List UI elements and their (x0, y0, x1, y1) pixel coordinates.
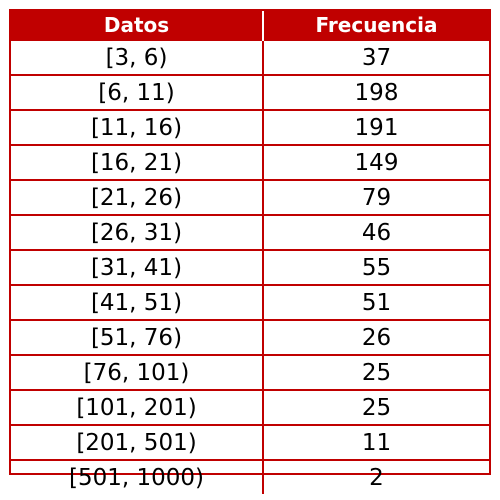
table-row: [501, 1000) 2 (11, 459, 489, 494)
cell-frecuencia: 79 (263, 179, 489, 215)
table-row: [21, 26) 79 (11, 179, 489, 215)
cell-datos: [501, 1000) (11, 459, 264, 494)
column-header-datos: Datos (11, 11, 264, 40)
cell-datos: [31, 41) (11, 249, 264, 285)
cell-frecuencia: 55 (263, 249, 489, 285)
cell-frecuencia: 198 (263, 74, 489, 110)
cell-datos: [6, 11) (11, 74, 264, 110)
table-row: [51, 76) 26 (11, 319, 489, 355)
cell-datos: [41, 51) (11, 284, 264, 320)
cell-frecuencia: 191 (263, 109, 489, 145)
table-row: [76, 101) 25 (11, 354, 489, 390)
table-row: [41, 51) 51 (11, 284, 489, 320)
table-row: [6, 11) 198 (11, 74, 489, 110)
cell-datos: [101, 201) (11, 389, 264, 425)
cell-frecuencia: 149 (263, 144, 489, 180)
cell-datos: [51, 76) (11, 319, 264, 355)
table-row: [11, 16) 191 (11, 109, 489, 145)
table-row: [26, 31) 46 (11, 214, 489, 250)
cell-frecuencia: 11 (263, 424, 489, 460)
frequency-table-container: Datos Frecuencia [3, 6) 37 [6, 11) 198 [11, … (9, 9, 491, 494)
cell-frecuencia: 26 (263, 319, 489, 355)
table-row: [31, 41) 55 (11, 249, 489, 285)
cell-datos: [3, 6) (11, 39, 264, 75)
cell-frecuencia: 25 (263, 389, 489, 425)
table-header-row: Datos Frecuencia (11, 11, 489, 40)
table-row: [101, 201) 25 (11, 389, 489, 425)
cell-frecuencia: 46 (263, 214, 489, 250)
cell-datos: [21, 26) (11, 179, 264, 215)
cell-frecuencia: 37 (263, 39, 489, 75)
column-header-frecuencia: Frecuencia (263, 11, 489, 40)
table-row: [201, 501) 11 (11, 424, 489, 460)
cell-datos: [16, 21) (11, 144, 264, 180)
frequency-table: Datos Frecuencia [3, 6) 37 [6, 11) 198 [11, … (11, 11, 489, 494)
table-row: [3, 6) 37 (11, 39, 489, 75)
table-row: [16, 21) 149 (11, 144, 489, 180)
cell-frecuencia: 51 (263, 284, 489, 320)
cell-frecuencia: 2 (263, 459, 489, 494)
cell-datos: [26, 31) (11, 214, 264, 250)
cell-datos: [76, 101) (11, 354, 264, 390)
cell-datos: [11, 16) (11, 109, 264, 145)
cell-frecuencia: 25 (263, 354, 489, 390)
cell-datos: [201, 501) (11, 424, 264, 460)
table-body: [3, 6) 37 [6, 11) 198 [11, 16) 191 [16, 21) 149… (11, 39, 489, 494)
